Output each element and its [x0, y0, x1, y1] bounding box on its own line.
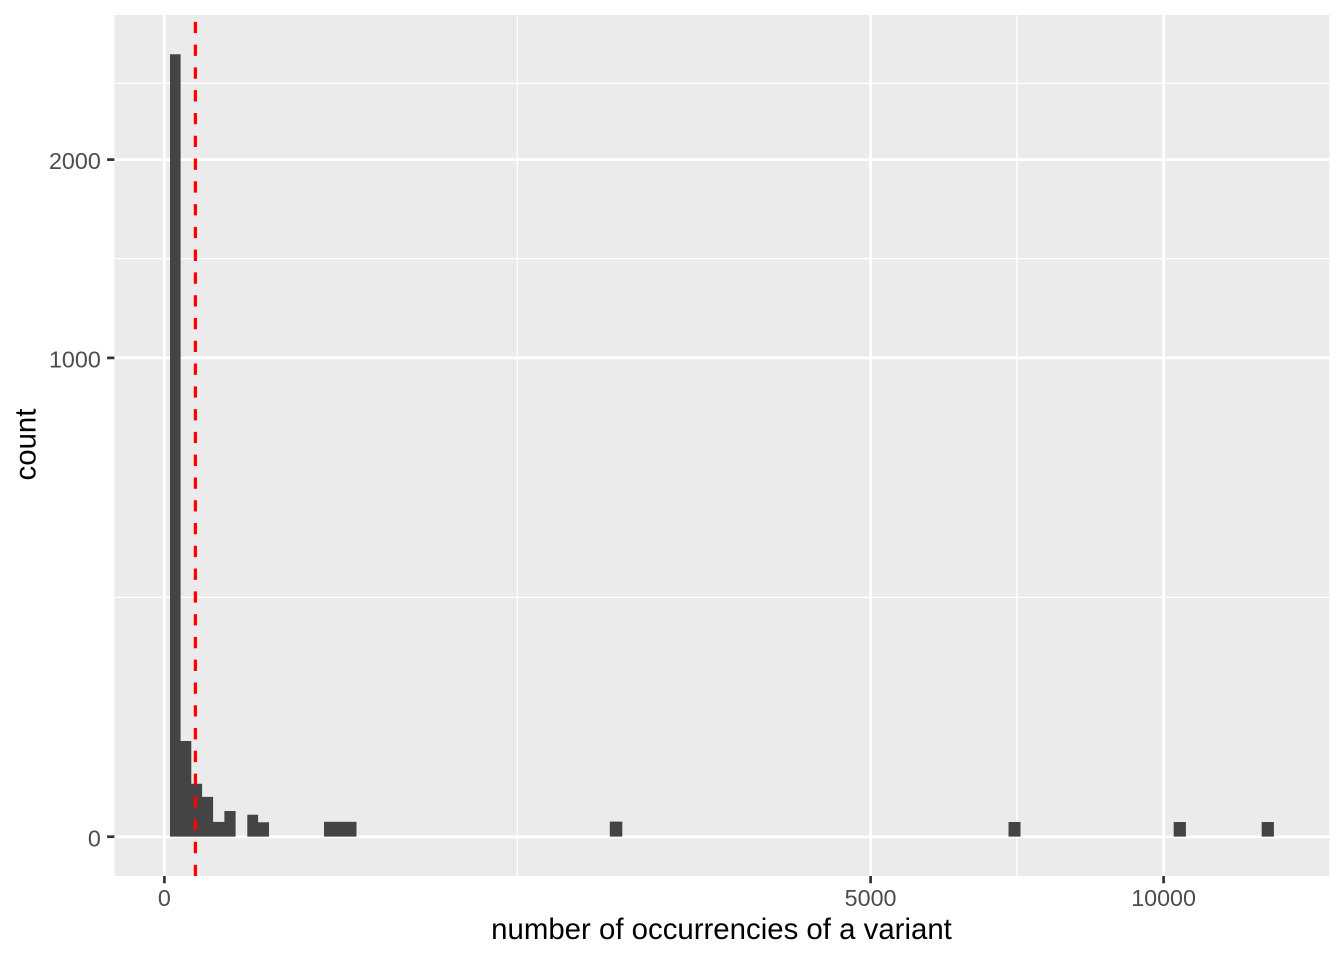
svg-text:2000: 2000 [49, 148, 101, 174]
svg-text:count: count [10, 409, 43, 481]
svg-text:0: 0 [158, 885, 171, 911]
svg-text:1000: 1000 [49, 347, 101, 373]
svg-text:10000: 10000 [1131, 885, 1196, 911]
svg-text:number of occurrencies of a va: number of occurrencies of a variant [491, 913, 952, 946]
svg-text:0: 0 [88, 825, 101, 851]
svg-text:5000: 5000 [845, 885, 897, 911]
